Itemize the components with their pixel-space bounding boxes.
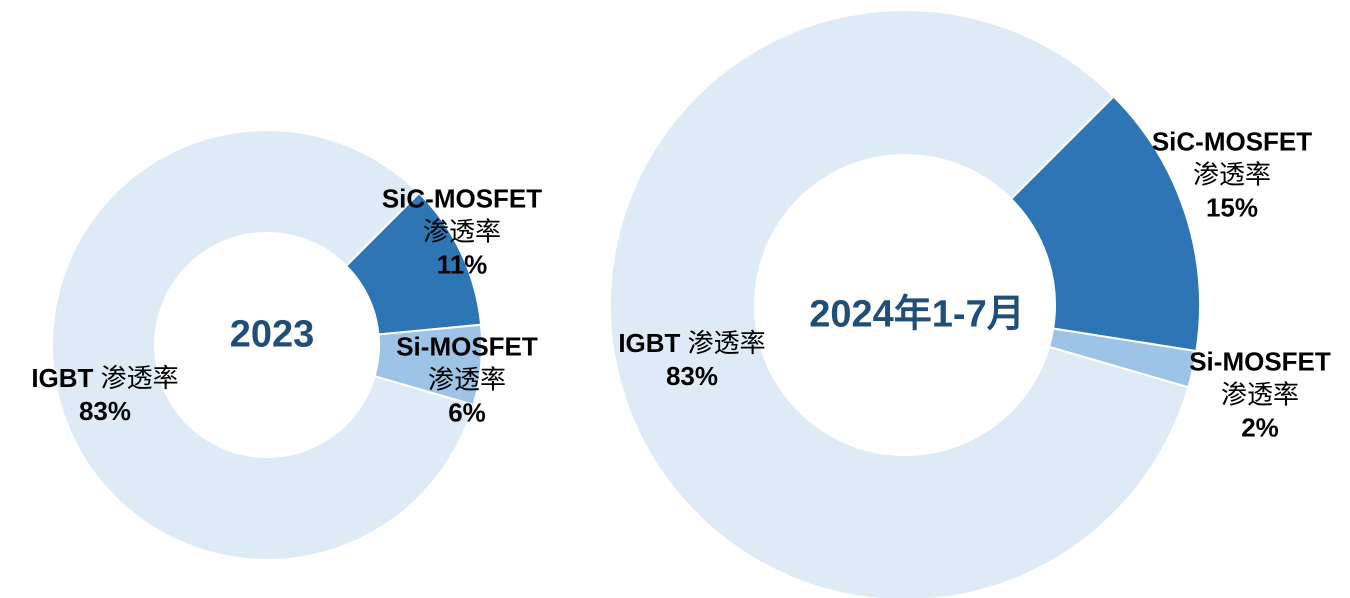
- category-name: IGBT: [618, 328, 681, 358]
- category-name: SiC-MOSFET: [1151, 126, 1313, 157]
- value-label: 15%: [1205, 192, 1259, 223]
- category-name: Si-MOSFET: [396, 331, 538, 362]
- slice-label: IGBT 渗透率 83%: [618, 327, 765, 393]
- donut-slice: [609, 9, 1190, 598]
- slice-label: Si-MOSFET 渗透率 6%: [396, 331, 538, 430]
- category-suffix: 渗透率: [427, 364, 506, 395]
- slice-label: SiC-MOSFET 渗透率 11%: [382, 183, 542, 282]
- category-suffix: 渗透率: [1220, 379, 1299, 410]
- category-suffix: 渗透率: [687, 328, 766, 358]
- label-line: SiC-MOSFET: [382, 183, 542, 216]
- value-label: 6%: [448, 397, 486, 428]
- center-title: 2024年1-7月: [809, 293, 1025, 336]
- center-title: 2023: [229, 313, 315, 356]
- label-line: SiC-MOSFET: [1152, 126, 1312, 159]
- value-label: 11%: [436, 249, 488, 280]
- category-suffix: 渗透率: [100, 363, 179, 393]
- label-line: IGBT 渗透率: [618, 327, 765, 360]
- value-label: 83%: [665, 361, 719, 391]
- donut-slice: [1009, 94, 1201, 353]
- category-suffix: 渗透率: [1192, 159, 1271, 190]
- category-name: SiC-MOSFET: [381, 183, 543, 214]
- slice-label: Si-MOSFET 渗透率 2%: [1189, 346, 1331, 445]
- label-line: Si-MOSFET: [396, 331, 538, 364]
- value-label: 83%: [78, 396, 132, 426]
- donut-slice: [51, 129, 475, 561]
- label-line: Si-MOSFET: [1189, 346, 1331, 379]
- category-name: IGBT: [31, 363, 94, 393]
- category-suffix: 渗透率: [422, 216, 501, 247]
- slice-label: SiC-MOSFET 渗透率 15%: [1152, 126, 1312, 225]
- value-label: 2%: [1241, 412, 1279, 443]
- label-line: IGBT 渗透率: [31, 362, 178, 395]
- category-name: Si-MOSFET: [1189, 346, 1331, 377]
- slice-label: IGBT 渗透率 83%: [31, 362, 178, 428]
